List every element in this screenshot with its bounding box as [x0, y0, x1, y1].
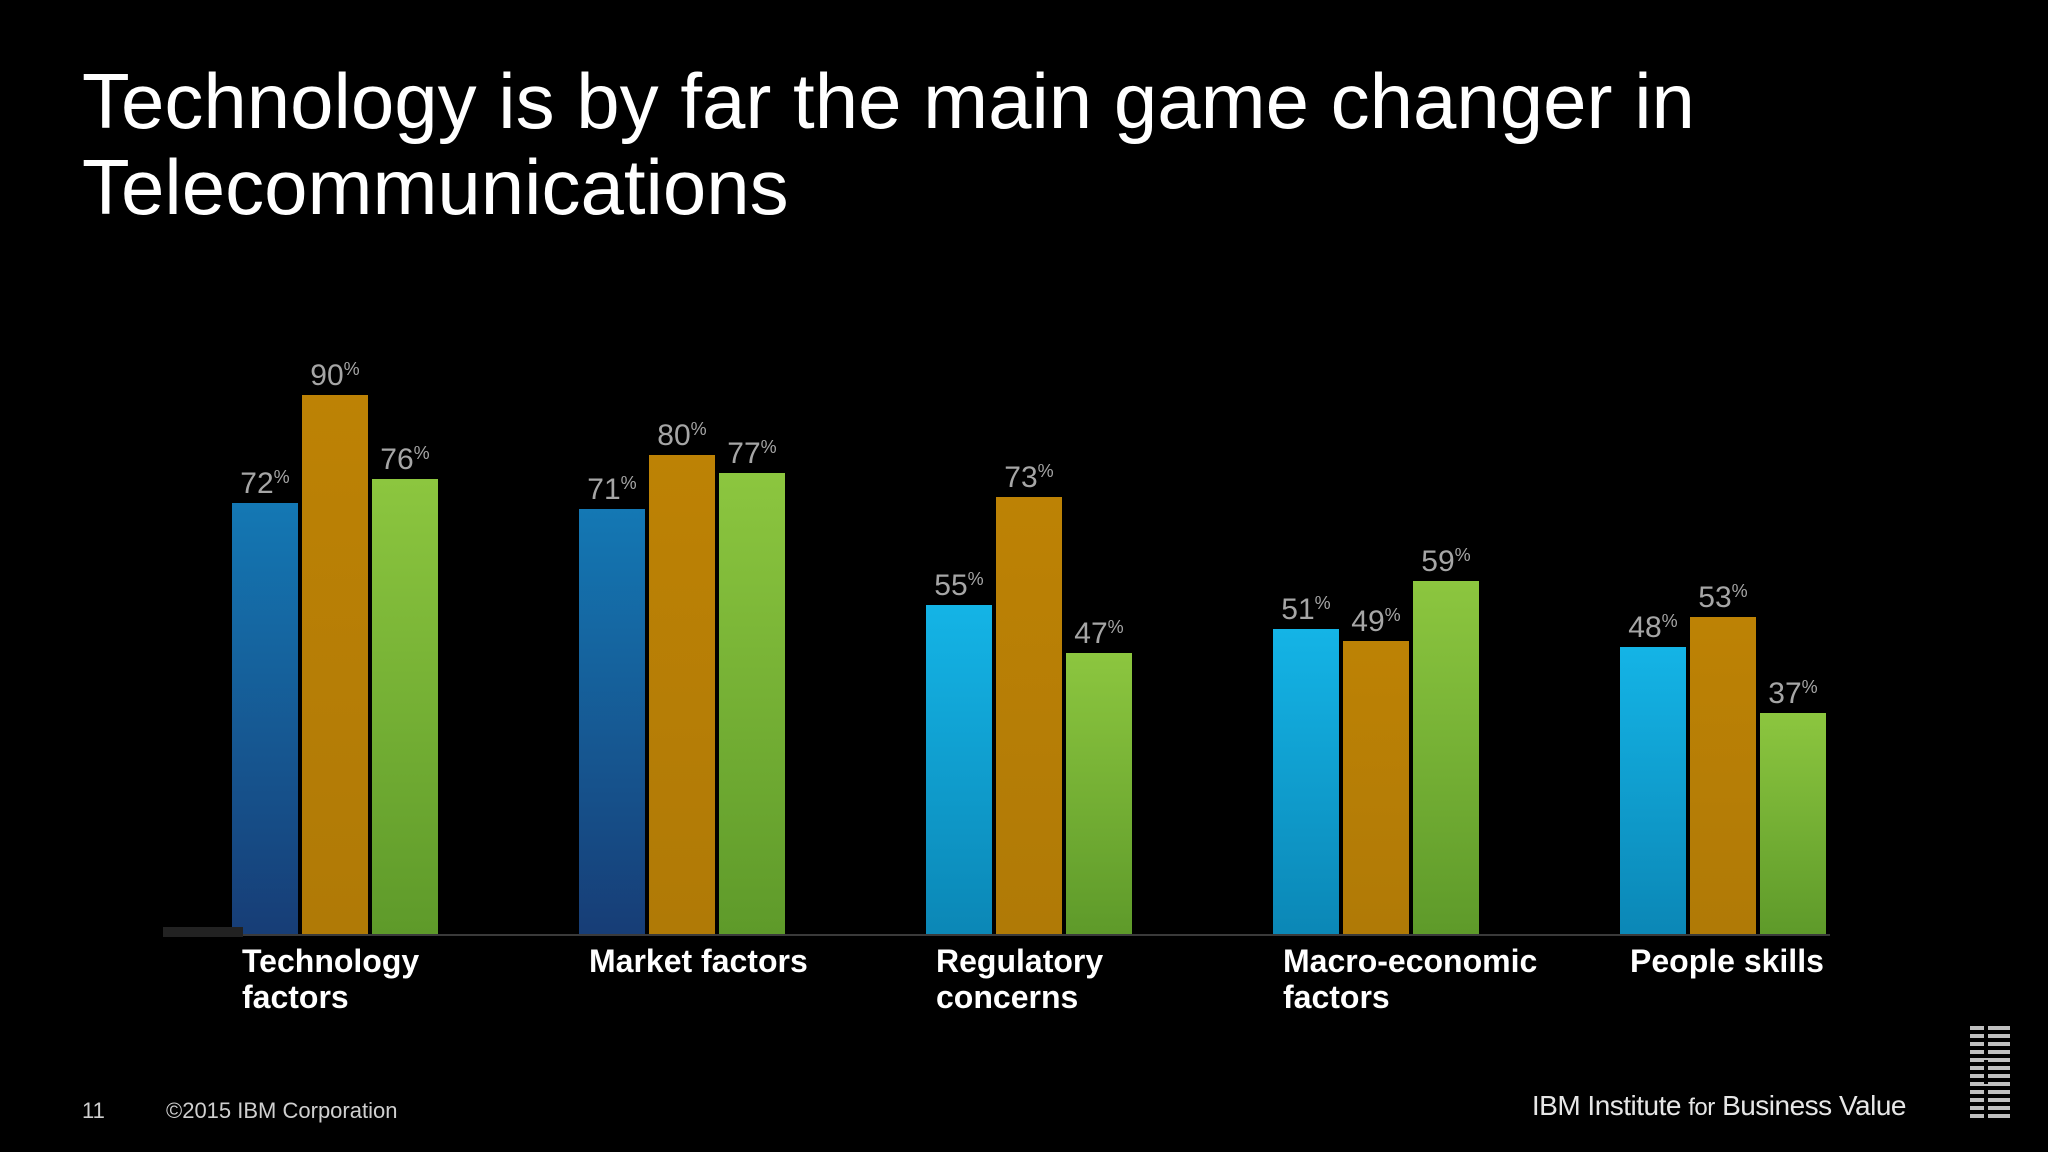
bar-series-1-category-4 — [1273, 629, 1339, 935]
bar-series-1-category-2 — [579, 509, 645, 935]
bar-series-3-category-2 — [719, 473, 785, 935]
chart-category-labels: Technology factors Market factors Regulator… — [242, 943, 1824, 1015]
axis-stub — [163, 927, 243, 937]
bar-series-3-category-1 — [372, 479, 438, 935]
slide-title-line-2: Telecommunications — [82, 143, 789, 231]
bar-series-2-category-5 — [1690, 617, 1756, 935]
org-name-part-2: Business Value — [1722, 1090, 1906, 1121]
page-number: 11 — [82, 1098, 105, 1123]
bar-series-1-category-3 — [926, 605, 992, 935]
bar-series-2-category-4 — [1343, 641, 1409, 935]
value-label-series-2-category-4: 49% — [1351, 605, 1400, 638]
category-label-4: Macro-economic factors — [1283, 943, 1537, 1015]
value-label-series-2-category-5: 53% — [1698, 581, 1747, 614]
value-label-series-1-category-5: 48% — [1628, 611, 1677, 644]
category-label-5: People skills — [1630, 943, 1824, 979]
value-label-series-3-category-2: 77% — [727, 437, 776, 470]
bar-series-1-category-1 — [232, 503, 298, 935]
slide-title-line-1: Technology is by far the main game chang… — [82, 57, 1695, 145]
value-label-series-3-category-5: 37% — [1768, 677, 1817, 710]
value-label-series-2-category-3: 73% — [1004, 461, 1053, 494]
value-label-series-1-category-1: 72% — [240, 467, 289, 500]
value-label-series-2-category-2: 80% — [657, 419, 706, 452]
value-label-series-1-category-3: 55% — [934, 569, 983, 602]
ibm-logo-icon — [1970, 1026, 2010, 1118]
bar-series-2-category-1 — [302, 395, 368, 935]
value-label-series-3-category-1: 76% — [380, 443, 429, 476]
org-name-part-1: IBM Institute — [1531, 1090, 1682, 1121]
value-label-series-3-category-4: 59% — [1421, 545, 1470, 578]
value-label-series-1-category-4: 51% — [1281, 593, 1330, 626]
slide-title: Technology is by far the main game chang… — [82, 58, 1882, 230]
bar-series-1-category-5 — [1620, 647, 1686, 935]
category-label-3: Regulatory concerns — [936, 943, 1103, 1015]
category-label-2: Market factors — [589, 943, 808, 979]
chart-bars — [232, 395, 1826, 935]
org-name-for: for — [1688, 1094, 1715, 1121]
category-label-1: Technology factors — [242, 943, 419, 1015]
bar-series-3-category-3 — [1066, 653, 1132, 935]
bar-chart: 72% 90% 76% 71% 80% 77% 55% 73% 47% 51% 49% 59% 48% 5… — [163, 359, 1830, 1015]
bar-series-3-category-4 — [1413, 581, 1479, 935]
bar-series-3-category-5 — [1760, 713, 1826, 935]
value-label-series-2-category-1: 90% — [310, 359, 359, 392]
value-label-series-3-category-3: 47% — [1074, 617, 1123, 650]
chart-value-labels: 72% 90% 76% 71% 80% 77% 55% 73% 47% 51% 49% 59% 48% 5… — [240, 359, 1817, 710]
copyright-text: ©2015 IBM Corporation — [166, 1098, 398, 1123]
organization-name: IBM Institute for Business Value — [1531, 1090, 1907, 1122]
bar-series-2-category-3 — [996, 497, 1062, 935]
bar-series-2-category-2 — [649, 455, 715, 935]
value-label-series-1-category-2: 71% — [587, 473, 636, 506]
